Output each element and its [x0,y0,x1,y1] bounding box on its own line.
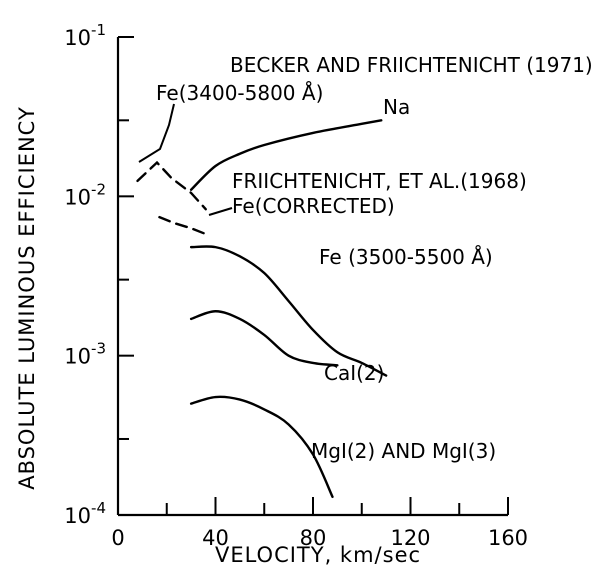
annotation-becker: BECKER AND FRIICHTENICHT (1971) [230,53,593,77]
annotation-fe-corrected: Fe(CORRECTED) [232,194,395,218]
tick-labels: 0 40 80 120 160 10-1 10-2 10-3 10-4 [64,21,528,550]
leader-lines [138,103,233,216]
annotation-cai: CaI(2) [324,361,384,385]
y-tick-label: 10-4 [64,499,106,528]
series-line-5 [189,395,334,499]
annotations: BECKER AND FRIICHTENICHT (1971) Fe(3400-5… [156,53,593,463]
x-tick-label: 40 [202,526,229,550]
leader-fe-3400 [138,103,175,163]
annotation-fe-3400: Fe(3400-5800 Å) [156,81,323,105]
series-line-1 [136,160,207,211]
y-tick-label: 10-3 [64,340,106,369]
series-line-0 [189,119,383,191]
y-tick-label: 10-2 [64,180,106,209]
series-line-2 [158,215,207,236]
annotation-fe-3500: Fe (3500-5500 Å) [319,245,493,269]
ticks [118,36,509,515]
annotation-friichtenicht: FRIICHTENICHT, ET AL.(1968) [232,169,527,193]
series-line-4 [189,310,339,367]
series-lines [136,119,388,499]
y-tick-label: 10-1 [64,21,106,50]
x-tick-label: 80 [300,526,327,550]
series-line-3 [189,245,388,377]
x-tick-label: 120 [390,526,430,550]
x-tick-label: 160 [488,526,528,550]
annotation-na: Na [383,95,410,119]
x-tick-label: 0 [111,526,124,550]
annotation-mgi: MgI(2) AND MgI(3) [311,439,496,463]
leader-fe-corrected [208,207,233,216]
y-axis-title: ABSOLUTE LUMINOUS EFFICIENCY [15,106,39,490]
x-axis-title: VELOCITY, km/sec [215,543,421,567]
